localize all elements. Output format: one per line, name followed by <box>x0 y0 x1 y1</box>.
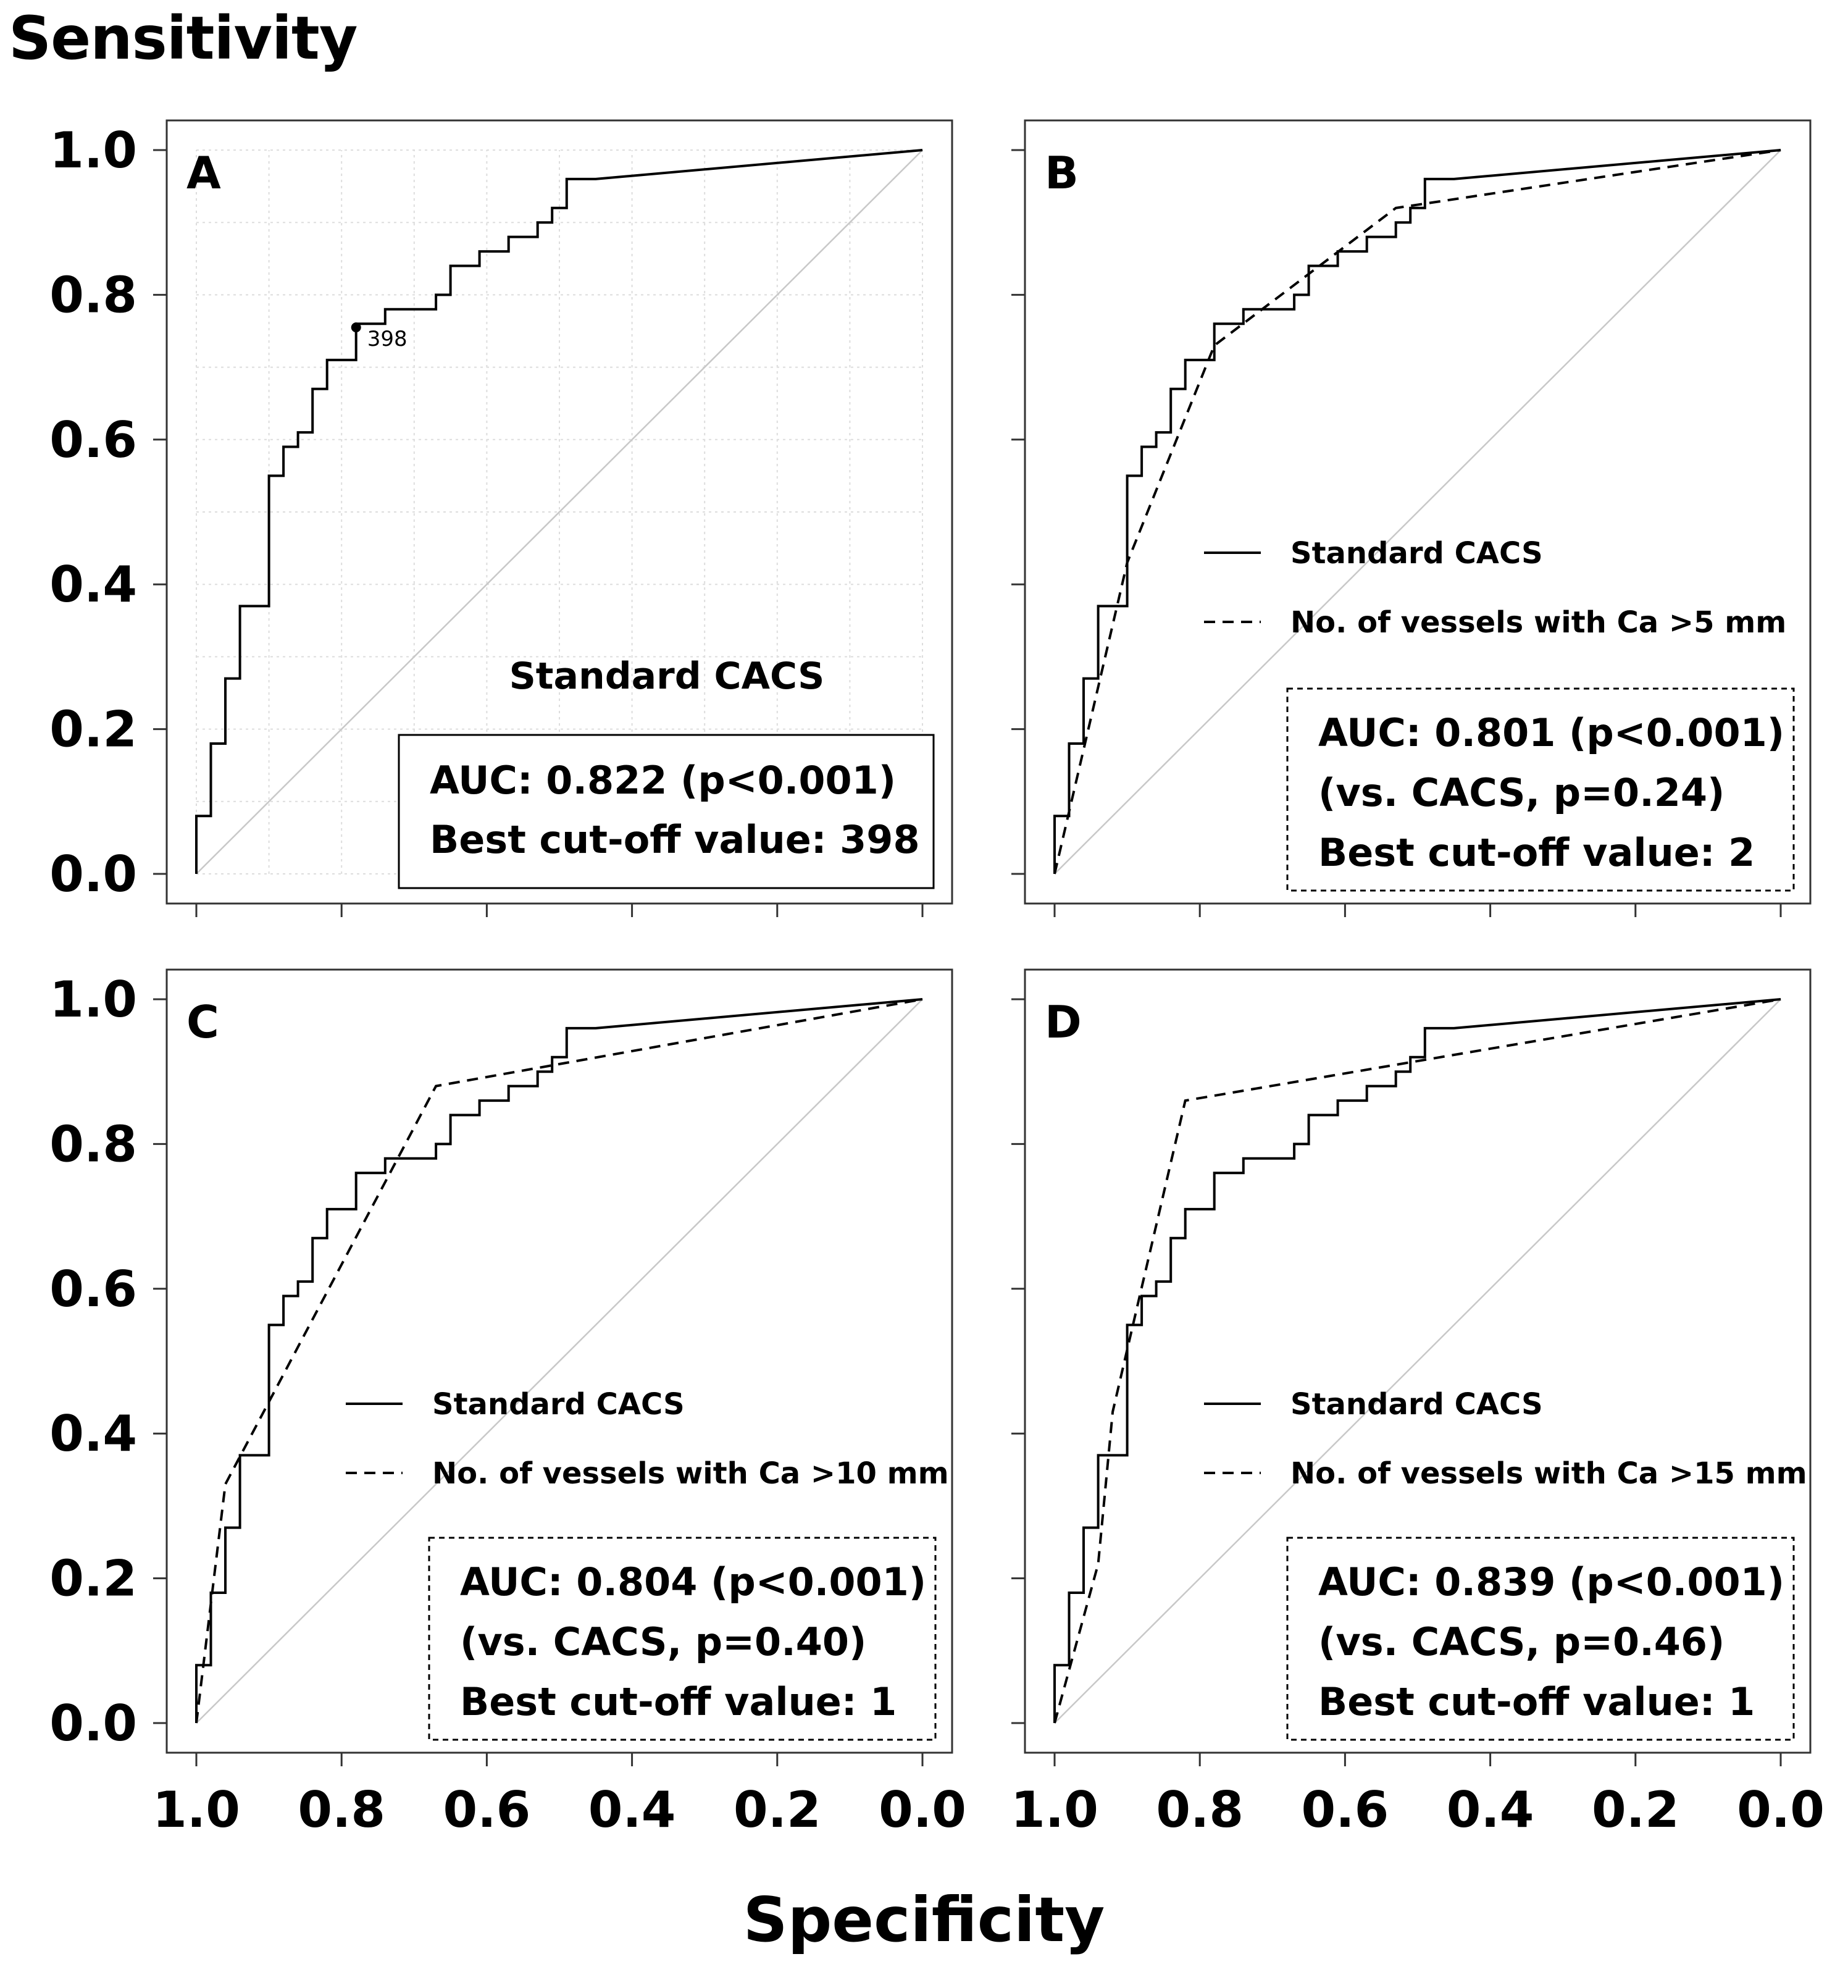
panel-letter: A <box>186 147 221 199</box>
x-tick-label: 0.0 <box>879 1781 966 1839</box>
x-tick-label: 1.0 <box>1011 1781 1098 1839</box>
stats-line: AUC: 0.804 (p<0.001) <box>460 1559 926 1604</box>
cutoff-point <box>351 322 361 333</box>
y-tick-label: 0.6 <box>49 411 137 469</box>
x-tick-label: 0.4 <box>588 1781 676 1839</box>
roc-panel-b: B Standard CACS No. of vessels with Ca >5 … <box>1011 119 1812 917</box>
x-tick-label: 0.2 <box>1592 1781 1679 1839</box>
legend-label: No. of vessels with Ca >10 mm <box>432 1456 949 1491</box>
stats-line: Best cut-off value: 1 <box>460 1679 897 1724</box>
legend-label: Standard CACS <box>432 1387 685 1422</box>
stats-box <box>428 1537 937 1741</box>
roc-curve-solid <box>1053 998 1781 1723</box>
stats-line: (vs. CACS, p=0.24) <box>1318 770 1725 815</box>
y-tick-label: 0.4 <box>49 556 137 613</box>
stats-line: Best cut-off value: 2 <box>1318 830 1755 875</box>
x-tick-label: 1.0 <box>153 1781 240 1839</box>
legend-label: No. of vessels with Ca >5 mm <box>1290 605 1786 640</box>
reference-diagonal <box>196 999 923 1724</box>
x-tick-label: 0.6 <box>443 1781 531 1839</box>
roc-panel-d: 1.0 0.8 0.6 0.4 0.2 0.0 D Standard CACS No. of v… <box>1011 968 1825 1839</box>
y-tick-label: 0.2 <box>49 701 137 758</box>
plot-frame <box>165 968 953 1754</box>
roc-curve-dashed <box>1053 149 1781 874</box>
y-tick-label: 0.4 <box>49 1405 137 1462</box>
y-tick-label: 1.0 <box>49 122 137 179</box>
plot-frame <box>1024 119 1812 905</box>
annotation-title: Standard CACS <box>509 655 825 698</box>
roc-curve-dashed <box>195 998 923 1724</box>
roc-curve-solid <box>1053 149 1781 874</box>
y-tick-label: 0.6 <box>49 1260 137 1318</box>
stats-box <box>1286 687 1795 892</box>
plot-frame <box>165 119 953 905</box>
panel-letter: C <box>186 996 219 1048</box>
stats-line: (vs. CACS, p=0.40) <box>460 1619 866 1664</box>
y-axis-title: Sensitivity <box>9 4 357 73</box>
roc-curve-dashed <box>1053 998 1781 1724</box>
x-tick-label: 0.0 <box>1737 1781 1825 1839</box>
plot-frame <box>1024 968 1812 1754</box>
legend-label: Standard CACS <box>1290 1387 1543 1422</box>
stats-line: AUC: 0.839 (p<0.001) <box>1318 1559 1784 1604</box>
x-tick-label: 0.4 <box>1447 1781 1534 1839</box>
x-tick-label: 0.8 <box>298 1781 385 1839</box>
y-tick-label: 0.0 <box>49 1695 137 1752</box>
roc-panel-a: 1.0 0.8 0.6 0.4 0.2 0.0 398 A Standard CACS AUC: … <box>49 119 953 917</box>
x-axis-title: Specificity <box>743 1884 1105 1956</box>
x-tick-label: 0.6 <box>1302 1781 1389 1839</box>
stats-line: AUC: 0.822 (p<0.001) <box>430 758 896 803</box>
legend-label: No. of vessels with Ca >15 mm <box>1290 1456 1807 1491</box>
stats-box <box>398 734 935 889</box>
roc-curve-solid <box>195 149 923 874</box>
reference-diagonal <box>196 149 923 874</box>
x-tick-label: 0.8 <box>1156 1781 1244 1839</box>
reference-diagonal <box>1054 999 1781 1724</box>
x-tick-label: 0.2 <box>734 1781 821 1839</box>
stats-line: AUC: 0.801 (p<0.001) <box>1318 710 1784 755</box>
y-tick-label: 0.0 <box>49 845 137 903</box>
roc-panel-c: 1.0 0.8 0.6 0.4 0.2 0.0 1.0 0.8 0.6 0.4 0.2 0.0 C Sta… <box>49 968 966 1839</box>
y-tick-label: 1.0 <box>49 971 137 1028</box>
legend-label: Standard CACS <box>1290 536 1543 571</box>
y-tick-label: 0.8 <box>49 266 137 324</box>
y-tick-label: 0.8 <box>49 1115 137 1173</box>
stats-line: (vs. CACS, p=0.46) <box>1318 1619 1725 1664</box>
panel-letter: D <box>1045 996 1082 1048</box>
reference-diagonal <box>1054 149 1781 874</box>
stats-line: Best cut-off value: 1 <box>1318 1679 1755 1724</box>
y-tick-label: 0.2 <box>49 1550 137 1608</box>
cutoff-label: 398 <box>367 327 408 351</box>
roc-curve-solid <box>195 998 923 1723</box>
panel-letter: B <box>1045 147 1079 199</box>
stats-box <box>1286 1537 1795 1741</box>
stats-line: Best cut-off value: 398 <box>430 817 920 862</box>
